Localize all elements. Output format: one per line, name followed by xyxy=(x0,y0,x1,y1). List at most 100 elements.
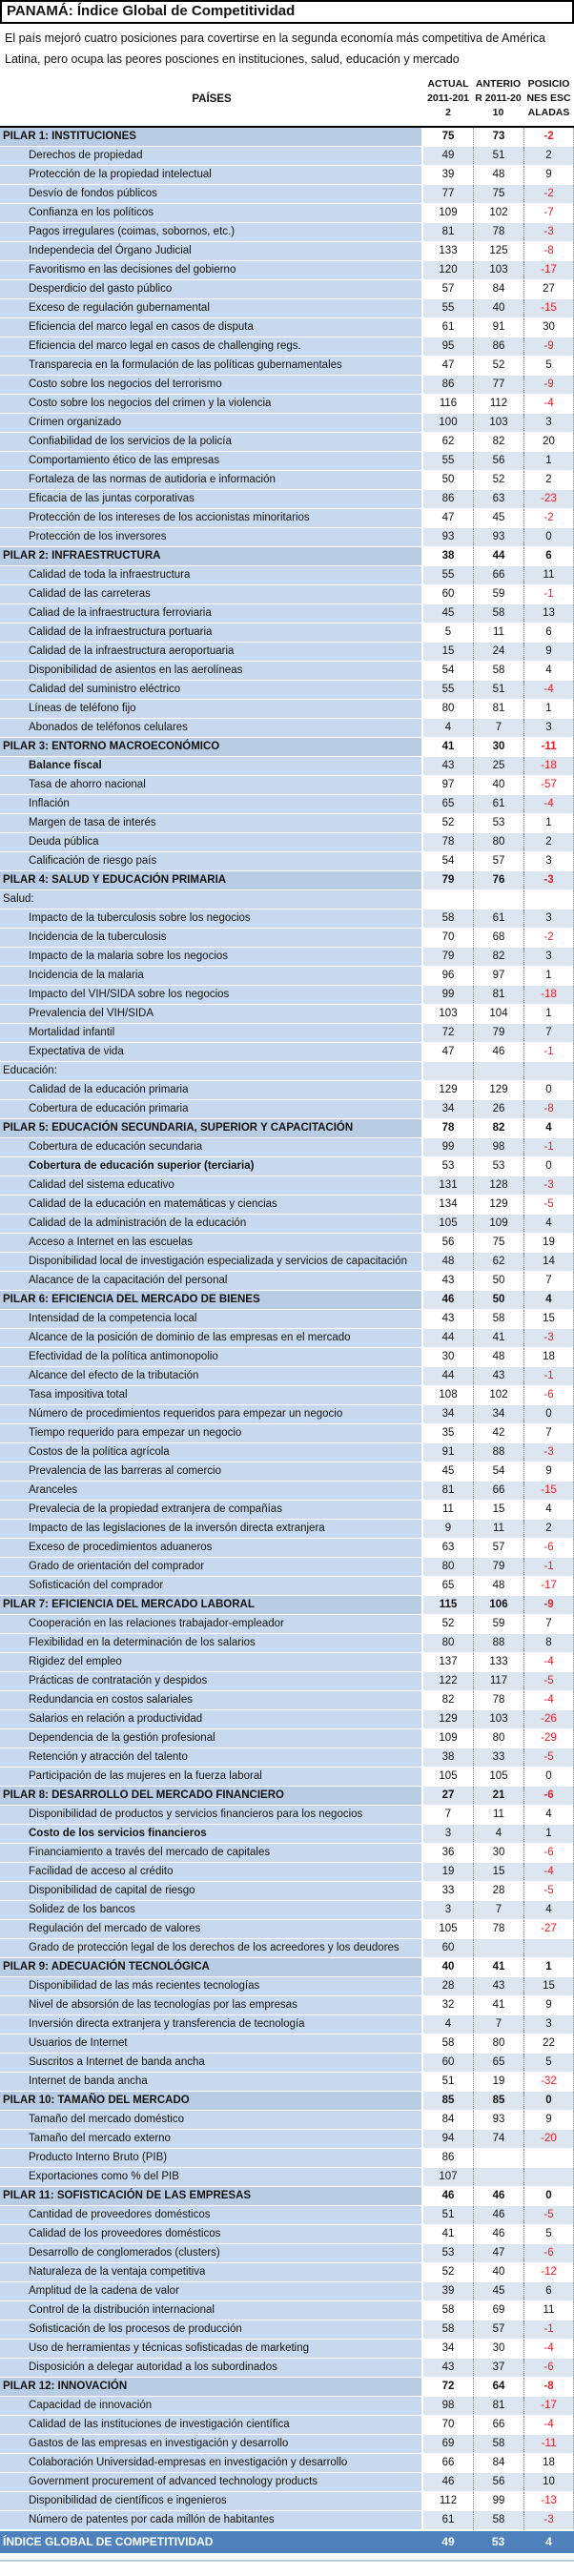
actual-value: 38 xyxy=(423,547,473,566)
actual-value: 34 xyxy=(423,1405,473,1424)
actual-value xyxy=(423,890,473,910)
indicator-label: Calidad de los proveedores domésticos xyxy=(0,2225,423,2244)
table-row: Confianza en los políticos 109 102 -7 xyxy=(0,204,574,223)
indicator-label: Inflación xyxy=(0,795,423,814)
posiciones-value: 4 xyxy=(523,1215,574,1234)
table-row: Internet de banda ancha 51 19 -32 xyxy=(0,2073,574,2092)
actual-value: 97 xyxy=(423,776,473,795)
indicator-label: Margen de tasa de interés xyxy=(0,814,423,833)
anterior-value: 40 xyxy=(473,776,523,795)
indicator-label: Costos de la política agrícola xyxy=(0,1443,423,1462)
actual-value: 30 xyxy=(423,1348,473,1367)
pilar-row: PILAR 1: INSTITUCIONES 75 73 -2 xyxy=(0,128,574,147)
actual-value: 38 xyxy=(423,1748,473,1768)
anterior-value: 112 xyxy=(473,395,523,414)
anterior-value: 129 xyxy=(473,1081,523,1100)
posiciones-value: -5 xyxy=(523,1672,574,1691)
posiciones-value: -8 xyxy=(523,2378,574,2397)
table-row: Favoritismo en las decisiones del gobier… xyxy=(0,261,574,280)
actual-value: 79 xyxy=(423,948,473,967)
anterior-value: 41 xyxy=(473,1329,523,1348)
anterior-value: 103 xyxy=(473,414,523,433)
actual-value: 58 xyxy=(423,910,473,929)
posiciones-value: 9 xyxy=(523,1462,574,1482)
table-row: Eficacia de las juntas corporativas 86 63-… xyxy=(0,490,574,509)
posiciones-value: 27 xyxy=(523,280,574,299)
posiciones-value: 3 xyxy=(523,414,574,433)
posiciones-value: 9 xyxy=(523,2111,574,2130)
indicator-label: Confiabilidad de los servicios de la pol… xyxy=(0,433,423,452)
posiciones-value: -3 xyxy=(523,223,574,242)
indicator-label: Solidez de los bancos xyxy=(0,1901,423,1920)
actual-value: 3 xyxy=(423,1825,473,1844)
table-row: Naturaleza de la ventaja competitiva 52 40… xyxy=(0,2263,574,2282)
indicator-label: Calidad de la administración de la educa… xyxy=(0,1215,423,1234)
actual-value: 51 xyxy=(423,2206,473,2225)
posiciones-value: -20 xyxy=(523,2130,574,2149)
indicator-label: Abonados de teléfonos celulares xyxy=(0,719,423,738)
anterior-value: 54 xyxy=(473,1462,523,1482)
posiciones-value: 19 xyxy=(523,1234,574,1253)
posiciones-value: -15 xyxy=(523,1482,574,1501)
actual-value: 19 xyxy=(423,1863,473,1882)
actual-value: 11 xyxy=(423,1501,473,1520)
actual-value: 96 xyxy=(423,967,473,986)
indicator-label: Costo sobre los negocios del terrorismo xyxy=(0,376,423,395)
actual-value: 43 xyxy=(423,1272,473,1291)
actual-value: 28 xyxy=(423,1977,473,1996)
table-row: Protección de la propiedad intelectual 39… xyxy=(0,166,574,185)
posiciones-value: -2 xyxy=(523,929,574,948)
actual-value: 34 xyxy=(423,1100,473,1119)
posiciones-value: 0 xyxy=(523,2187,574,2206)
pilar-row: PILAR 5: EDUCACIÓN SECUNDARIA, SUPERIOR … xyxy=(0,1119,574,1138)
actual-value: 103 xyxy=(423,1005,473,1024)
actual-value: 66 xyxy=(423,2454,473,2473)
anterior-value: 25 xyxy=(473,757,523,776)
indicator-label: Flexibilidad en la determinación de los … xyxy=(0,1634,423,1653)
actual-value: 45 xyxy=(423,1462,473,1482)
anterior-value: 48 xyxy=(473,166,523,185)
indicator-label: Prevalecia de la propiedad extranjera de… xyxy=(0,1501,423,1520)
table-row: Caliad de la infraestructura ferroviaria… xyxy=(0,604,574,624)
footer-label: ÍNDICE GLOBAL DE COMPETITIVIDAD xyxy=(0,2531,423,2553)
actual-value: 98 xyxy=(423,2397,473,2416)
actual-value: 129 xyxy=(423,1710,473,1729)
posiciones-value: -23 xyxy=(523,490,574,509)
actual-value: 48 xyxy=(423,1253,473,1272)
anterior-value: 82 xyxy=(473,433,523,452)
actual-value: 115 xyxy=(423,1596,473,1615)
actual-value: 54 xyxy=(423,852,473,871)
indicator-label: Sofisticación de los procesos de producc… xyxy=(0,2320,423,2340)
table-row: Deuda pública 78 80 2 xyxy=(0,833,574,852)
anterior-value: 102 xyxy=(473,1386,523,1405)
indicator-label: Calidad de las instituciones de investig… xyxy=(0,2416,423,2435)
posiciones-value: -4 xyxy=(523,1653,574,1672)
actual-value: 84 xyxy=(423,2111,473,2130)
table-row: Costo de los servicios financieros 3 4 1 xyxy=(0,1825,574,1844)
posiciones-value: -29 xyxy=(523,1729,574,1748)
actual-value: 7 xyxy=(423,1806,473,1825)
indicator-label: Redundancia en costos salariales xyxy=(0,1691,423,1710)
posiciones-value: 8 xyxy=(523,1634,574,1653)
indicator-label: Cobertura de educación superior (terciar… xyxy=(0,1157,423,1176)
anterior-value: 52 xyxy=(473,357,523,376)
table-row: Costos de la política agrícola 91 88 -3 xyxy=(0,1443,574,1462)
posiciones-value: -6 xyxy=(523,2359,574,2378)
actual-value: 32 xyxy=(423,1996,473,2015)
table-row: Calidad de las carreteras 60 59 -1 xyxy=(0,585,574,604)
anterior-value: 7 xyxy=(473,2015,523,2034)
actual-value: 56 xyxy=(423,1234,473,1253)
table-row: Calidad de la infraestructura aeroportua… xyxy=(0,643,574,662)
anterior-value: 84 xyxy=(473,2454,523,2473)
anterior-value: 46 xyxy=(473,2206,523,2225)
posiciones-value: -1 xyxy=(523,2320,574,2340)
anterior-value: 68 xyxy=(473,929,523,948)
table-row: Tamaño del mercado externo 94 74 -20 xyxy=(0,2130,574,2149)
actual-value: 46 xyxy=(423,1291,473,1310)
indicator-label: Government procurement of advanced techn… xyxy=(0,2473,423,2492)
anterior-value: 109 xyxy=(473,1215,523,1234)
posiciones-value: 5 xyxy=(523,2225,574,2244)
actual-value: 93 xyxy=(423,528,473,547)
posiciones-value: -4 xyxy=(523,681,574,700)
anterior-value: 65 xyxy=(473,2054,523,2073)
